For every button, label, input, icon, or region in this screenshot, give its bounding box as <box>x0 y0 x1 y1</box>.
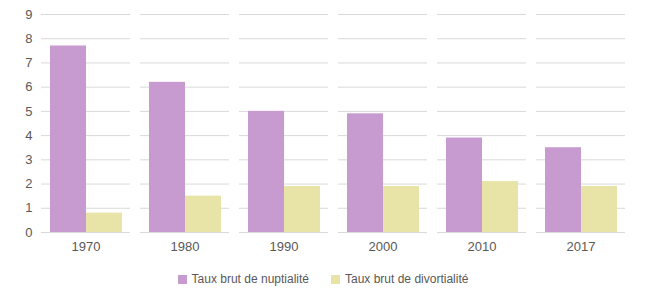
svg-text:0: 0 <box>25 225 32 240</box>
svg-text:2010: 2010 <box>468 239 497 254</box>
svg-text:1: 1 <box>25 200 32 215</box>
svg-text:9: 9 <box>25 7 32 22</box>
svg-text:8: 8 <box>25 31 32 46</box>
svg-text:1980: 1980 <box>171 239 200 254</box>
svg-text:4: 4 <box>25 128 32 143</box>
svg-text:5: 5 <box>25 104 32 119</box>
html-text:Taux brut de nuptialité: Taux brut de nuptialité <box>191 272 309 286</box>
svg-text:2017: 2017 <box>567 239 596 254</box>
svg-text:1970: 1970 <box>72 239 101 254</box>
svg-text:2000: 2000 <box>369 239 398 254</box>
svg-text:7: 7 <box>25 55 32 70</box>
svg-text:2: 2 <box>25 176 32 191</box>
html-text:Taux brut de divortialité: Taux brut de divortialité <box>345 272 469 286</box>
svg-text:3: 3 <box>25 152 32 167</box>
svg-text:6: 6 <box>25 79 32 94</box>
svg-text:1990: 1990 <box>270 239 299 254</box>
